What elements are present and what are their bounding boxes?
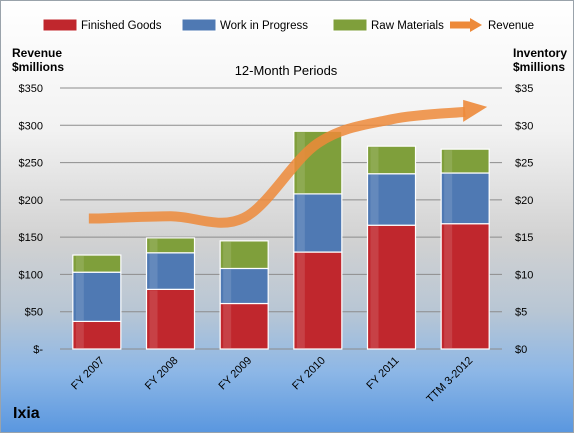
bar-highlight [370, 147, 379, 173]
bar-highlight [370, 174, 379, 225]
category-label: FY 2010 [290, 355, 328, 393]
right-tick-label: $30 [515, 120, 533, 132]
bar-highlight [444, 224, 453, 348]
bar-work-in-progress [145, 252, 196, 290]
right-tick-label: $25 [515, 158, 533, 170]
bar-finished-goods [366, 224, 417, 350]
bar-work-in-progress [219, 267, 269, 305]
category-label: FY 2009 [217, 355, 255, 393]
bar-highlight [444, 174, 453, 223]
right-axis-title-line2: $millions [513, 60, 566, 74]
right-tick-label: $20 [515, 195, 533, 207]
left-tick-label: $200 [19, 195, 43, 207]
bar-raw-materials [145, 237, 196, 254]
bar-raw-materials [72, 254, 122, 273]
bar-highlight [75, 322, 84, 348]
right-axis-title-line1: Inventory [513, 46, 568, 60]
legend-label: Raw Materials [371, 20, 444, 32]
bar-highlight [296, 253, 305, 348]
left-tick-label: $50 [25, 307, 43, 319]
left-tick-label: $100 [19, 269, 43, 281]
bar-highlight [149, 290, 158, 348]
company-name: Ixia [13, 405, 40, 422]
right-tick-label: $0 [515, 344, 527, 356]
bar-finished-goods [145, 288, 196, 350]
legend-swatch [42, 18, 78, 32]
revenue-line [88, 106, 466, 228]
legend-swatch [181, 18, 217, 32]
left-axis-title: Revenue $millions [12, 46, 72, 74]
bar-highlight [444, 150, 453, 173]
bar-highlight [149, 238, 158, 252]
bar-highlight [223, 269, 232, 303]
legend-label: Revenue [488, 20, 534, 32]
bar-highlight [296, 194, 305, 252]
left-tick-label: $- [33, 344, 43, 356]
left-axis-title-line1: Revenue [12, 46, 63, 60]
legend-arrowhead [470, 18, 482, 32]
bar-work-in-progress [440, 172, 490, 225]
bar-finished-goods [293, 251, 343, 350]
bar-finished-goods [72, 320, 122, 350]
legend-swatch [332, 18, 368, 32]
category-label: TTM 3-2012 [424, 355, 475, 406]
left-tick-label: $150 [19, 232, 43, 244]
bar-highlight [223, 241, 232, 268]
bar-finished-goods [219, 302, 269, 350]
category-label: FY 2011 [364, 355, 401, 392]
bar-highlight [223, 304, 232, 348]
bar-highlight [370, 226, 379, 348]
category-label: FY 2008 [143, 355, 181, 393]
bar-work-in-progress [72, 271, 122, 323]
bar-highlight [75, 273, 84, 321]
category-label: FY 2007 [69, 355, 107, 393]
legend-label: Work in Progress [220, 20, 308, 32]
chart-title: 12-Month Periods [235, 63, 338, 78]
left-tick-label: $300 [19, 120, 43, 132]
bar-raw-materials [366, 145, 417, 175]
bar-highlight [75, 256, 84, 272]
right-tick-label: $5 [515, 307, 527, 319]
left-axis-title-line2: $millions [12, 60, 65, 74]
left-tick-label: $350 [19, 83, 43, 95]
bar-work-in-progress [293, 193, 343, 253]
right-axis-title: Inventory $millions [513, 46, 573, 74]
right-tick-label: $35 [515, 83, 533, 95]
revenue-arrowhead [463, 99, 488, 122]
right-tick-label: $10 [515, 269, 533, 281]
bar-work-in-progress [366, 173, 417, 226]
legend-label: Finished Goods [81, 20, 162, 32]
bar-raw-materials [440, 148, 490, 174]
bar-highlight [149, 253, 158, 289]
right-tick-label: $15 [515, 232, 533, 244]
left-tick-label: $250 [19, 158, 43, 170]
bar-raw-materials [219, 240, 269, 270]
